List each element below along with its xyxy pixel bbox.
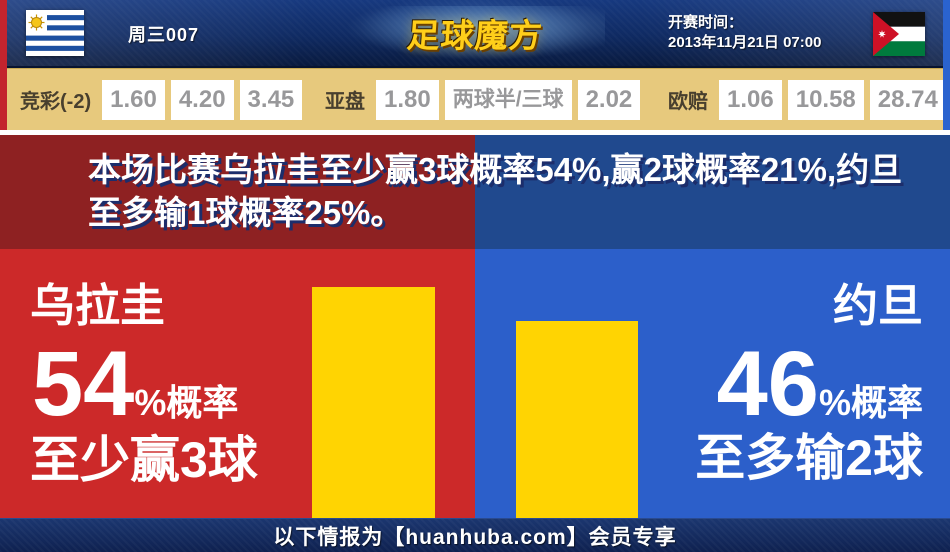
kickoff-label: 开赛时间：: [668, 14, 744, 31]
right-team-name: 约旦: [832, 280, 923, 331]
right-probability-bar: [516, 321, 638, 518]
site-logo: 足球魔方: [405, 17, 545, 54]
yapan-odd-home: 1.80: [376, 79, 439, 120]
jingcai-odd-home: 1.60: [102, 79, 165, 120]
right-outcome-label: 至多输2球: [695, 430, 923, 486]
left-probability-bar: [312, 287, 435, 518]
summary-line-1: 本场比赛乌拉圭至少赢3球概率54%,赢2球概率21%,约旦: [88, 151, 903, 188]
yapan-handicap: 两球半/三球: [444, 79, 572, 120]
yapan-odd-away: 2.02: [577, 79, 641, 120]
jingcai-label: 竞彩(-2): [20, 91, 92, 113]
left-percent-row: 54%概率: [32, 338, 238, 430]
footer-notice: 以下情报为【huanhuba.com】会员专享: [273, 525, 677, 549]
footer-bar: 以下情报为【huanhuba.com】会员专享: [0, 518, 950, 552]
yapan-label: 亚盘: [325, 91, 365, 113]
oupei-odd-away: 28.74: [869, 79, 946, 120]
odds-group-yapan: 亚盘 1.80 两球半/三球 2.02: [325, 69, 641, 130]
right-percent-row: 46%概率: [717, 338, 923, 430]
oupei-odd-home: 1.06: [719, 79, 782, 120]
oupei-label: 欧赔: [668, 91, 708, 113]
match-summary: 本场比赛乌拉圭至少赢3球概率54%,赢2球概率21%,约旦 至多输1球概率25%…: [88, 148, 902, 234]
odds-bar: 竞彩(-2) 1.60 4.20 3.45 亚盘 1.80 两球半/三球 2.0…: [0, 68, 950, 130]
jordan-flag-icon: [873, 12, 925, 56]
jingcai-odd-away: 3.45: [239, 79, 303, 120]
logo-starburst-icon: [345, 6, 605, 60]
main-area: 本场比赛乌拉圭至少赢3球概率54%,赢2球概率21%,约旦 至多输1球概率25%…: [0, 135, 950, 518]
uruguay-flag-icon: [26, 10, 84, 56]
left-edge-stripe: [0, 0, 7, 130]
left-outcome-label: 至少赢3球: [30, 432, 258, 488]
match-id-label: 周三007: [128, 25, 200, 45]
kickoff-block: 开赛时间： 2013年11月21日 07:00: [668, 13, 821, 53]
left-team-name: 乌拉圭: [30, 280, 166, 331]
summary-line-2: 至多输1球概率25%。: [88, 194, 404, 231]
left-percent-suffix: %概率: [134, 382, 239, 423]
left-percent-value: 54: [32, 333, 135, 435]
logo-container: 足球魔方: [0, 0, 950, 66]
divider-strip: [0, 130, 950, 135]
jingcai-odd-draw: 4.20: [170, 79, 234, 120]
right-edge-stripe: [943, 0, 950, 130]
kickoff-time: 2013年11月21日 07:00: [668, 34, 822, 51]
right-percent-suffix: %概率: [818, 382, 923, 423]
odds-group-jingcai: 竞彩(-2) 1.60 4.20 3.45: [20, 69, 303, 130]
top-banner: 足球魔方 周三007 开赛时间： 2013年11月21日 07:00: [0, 0, 950, 68]
right-percent-value: 46: [716, 333, 819, 435]
odds-group-oupei: 欧赔 1.06 10.58 28.74: [668, 69, 946, 130]
oupei-odd-draw: 10.58: [787, 79, 864, 120]
